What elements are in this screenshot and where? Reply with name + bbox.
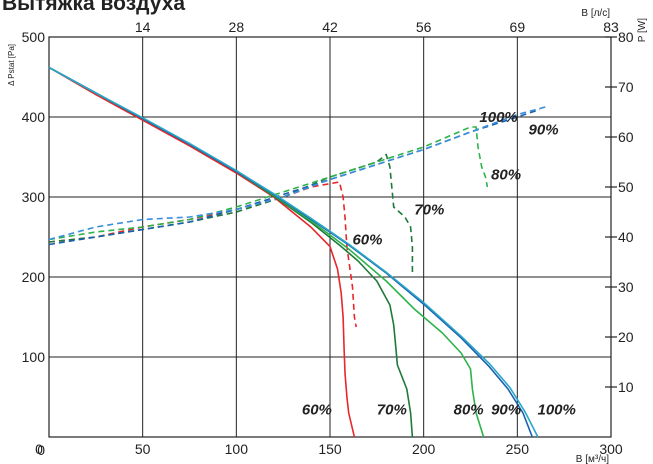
x2-tick-label: 28 [229, 19, 245, 35]
power-curves [48, 106, 546, 328]
power-curve-100pct [48, 106, 546, 241]
curve-annotation: 100% [537, 402, 575, 419]
x2-tick-label: 56 [416, 19, 432, 35]
y-axis-label: Δ Pstat [Pa] [7, 44, 16, 86]
curve-annotation: 90% [491, 402, 521, 419]
pressure-curve-100pct [48, 66, 539, 438]
x-tick-label: 0 [35, 441, 43, 457]
curve-annotations: 60% 70% 80% 90% 100% 100% 90% 80% 70% 60% [302, 109, 576, 419]
curve-annotation: 60% [302, 402, 332, 419]
x-tick-label: 200 [412, 441, 436, 457]
x-tick-label: 50 [135, 441, 151, 457]
y-tick-label: 400 [22, 109, 46, 125]
power-curve-80pct [48, 126, 489, 241]
y-tick-label: 100 [22, 349, 46, 365]
y2-axis-label: P [W] [637, 18, 648, 42]
curve-annotation: 70% [414, 202, 444, 219]
x-tick-label: 300 [599, 441, 623, 457]
chart-title: Вытяжка воздуха [2, 0, 185, 15]
x-axis-label: В [м³/ч] [576, 454, 609, 464]
curve-annotation: 100% [479, 109, 517, 126]
curve-annotation: 80% [491, 167, 521, 184]
y-tick-label: 0 [37, 442, 45, 458]
x-tick-label: 100 [225, 441, 249, 457]
y2-tick-label: 70 [618, 79, 634, 95]
power-curve-60pct [48, 181, 357, 328]
power-curve-70pct [48, 153, 414, 272]
x-tick-label: 150 [318, 441, 342, 457]
curve-annotation: 80% [454, 402, 484, 419]
pressure-curve-60pct [48, 66, 356, 438]
y-tick-label: 300 [22, 189, 46, 205]
x-tick-label: 250 [506, 441, 530, 457]
power-curve-90pct [48, 108, 541, 246]
y2-tick-label: 80 [618, 29, 634, 45]
y-tick-label: 500 [22, 29, 46, 45]
x2-tick-label: 14 [135, 19, 151, 35]
x2-tick-label: 83 [603, 19, 619, 35]
curve-annotation: 70% [377, 402, 407, 419]
x2-tick-label: 69 [510, 19, 526, 35]
y2-tick-label: 10 [618, 379, 634, 395]
curve-annotation: 90% [529, 122, 559, 139]
y2-tick-label: 30 [618, 279, 634, 295]
y2-tick-label: 50 [618, 179, 634, 195]
y2-tick-label: 20 [618, 329, 634, 345]
pressure-curves [48, 66, 539, 438]
y-tick-label: 200 [22, 269, 46, 285]
pressure-curve-90pct [48, 66, 534, 438]
x2-tick-label: 42 [322, 19, 338, 35]
top-axis-label: В [л/с] [581, 8, 610, 19]
pressure-curve-80pct [48, 66, 485, 438]
y2-tick-label: 60 [618, 129, 634, 145]
curve-annotation: 60% [352, 232, 382, 249]
y2-tick-label: 40 [618, 229, 634, 245]
